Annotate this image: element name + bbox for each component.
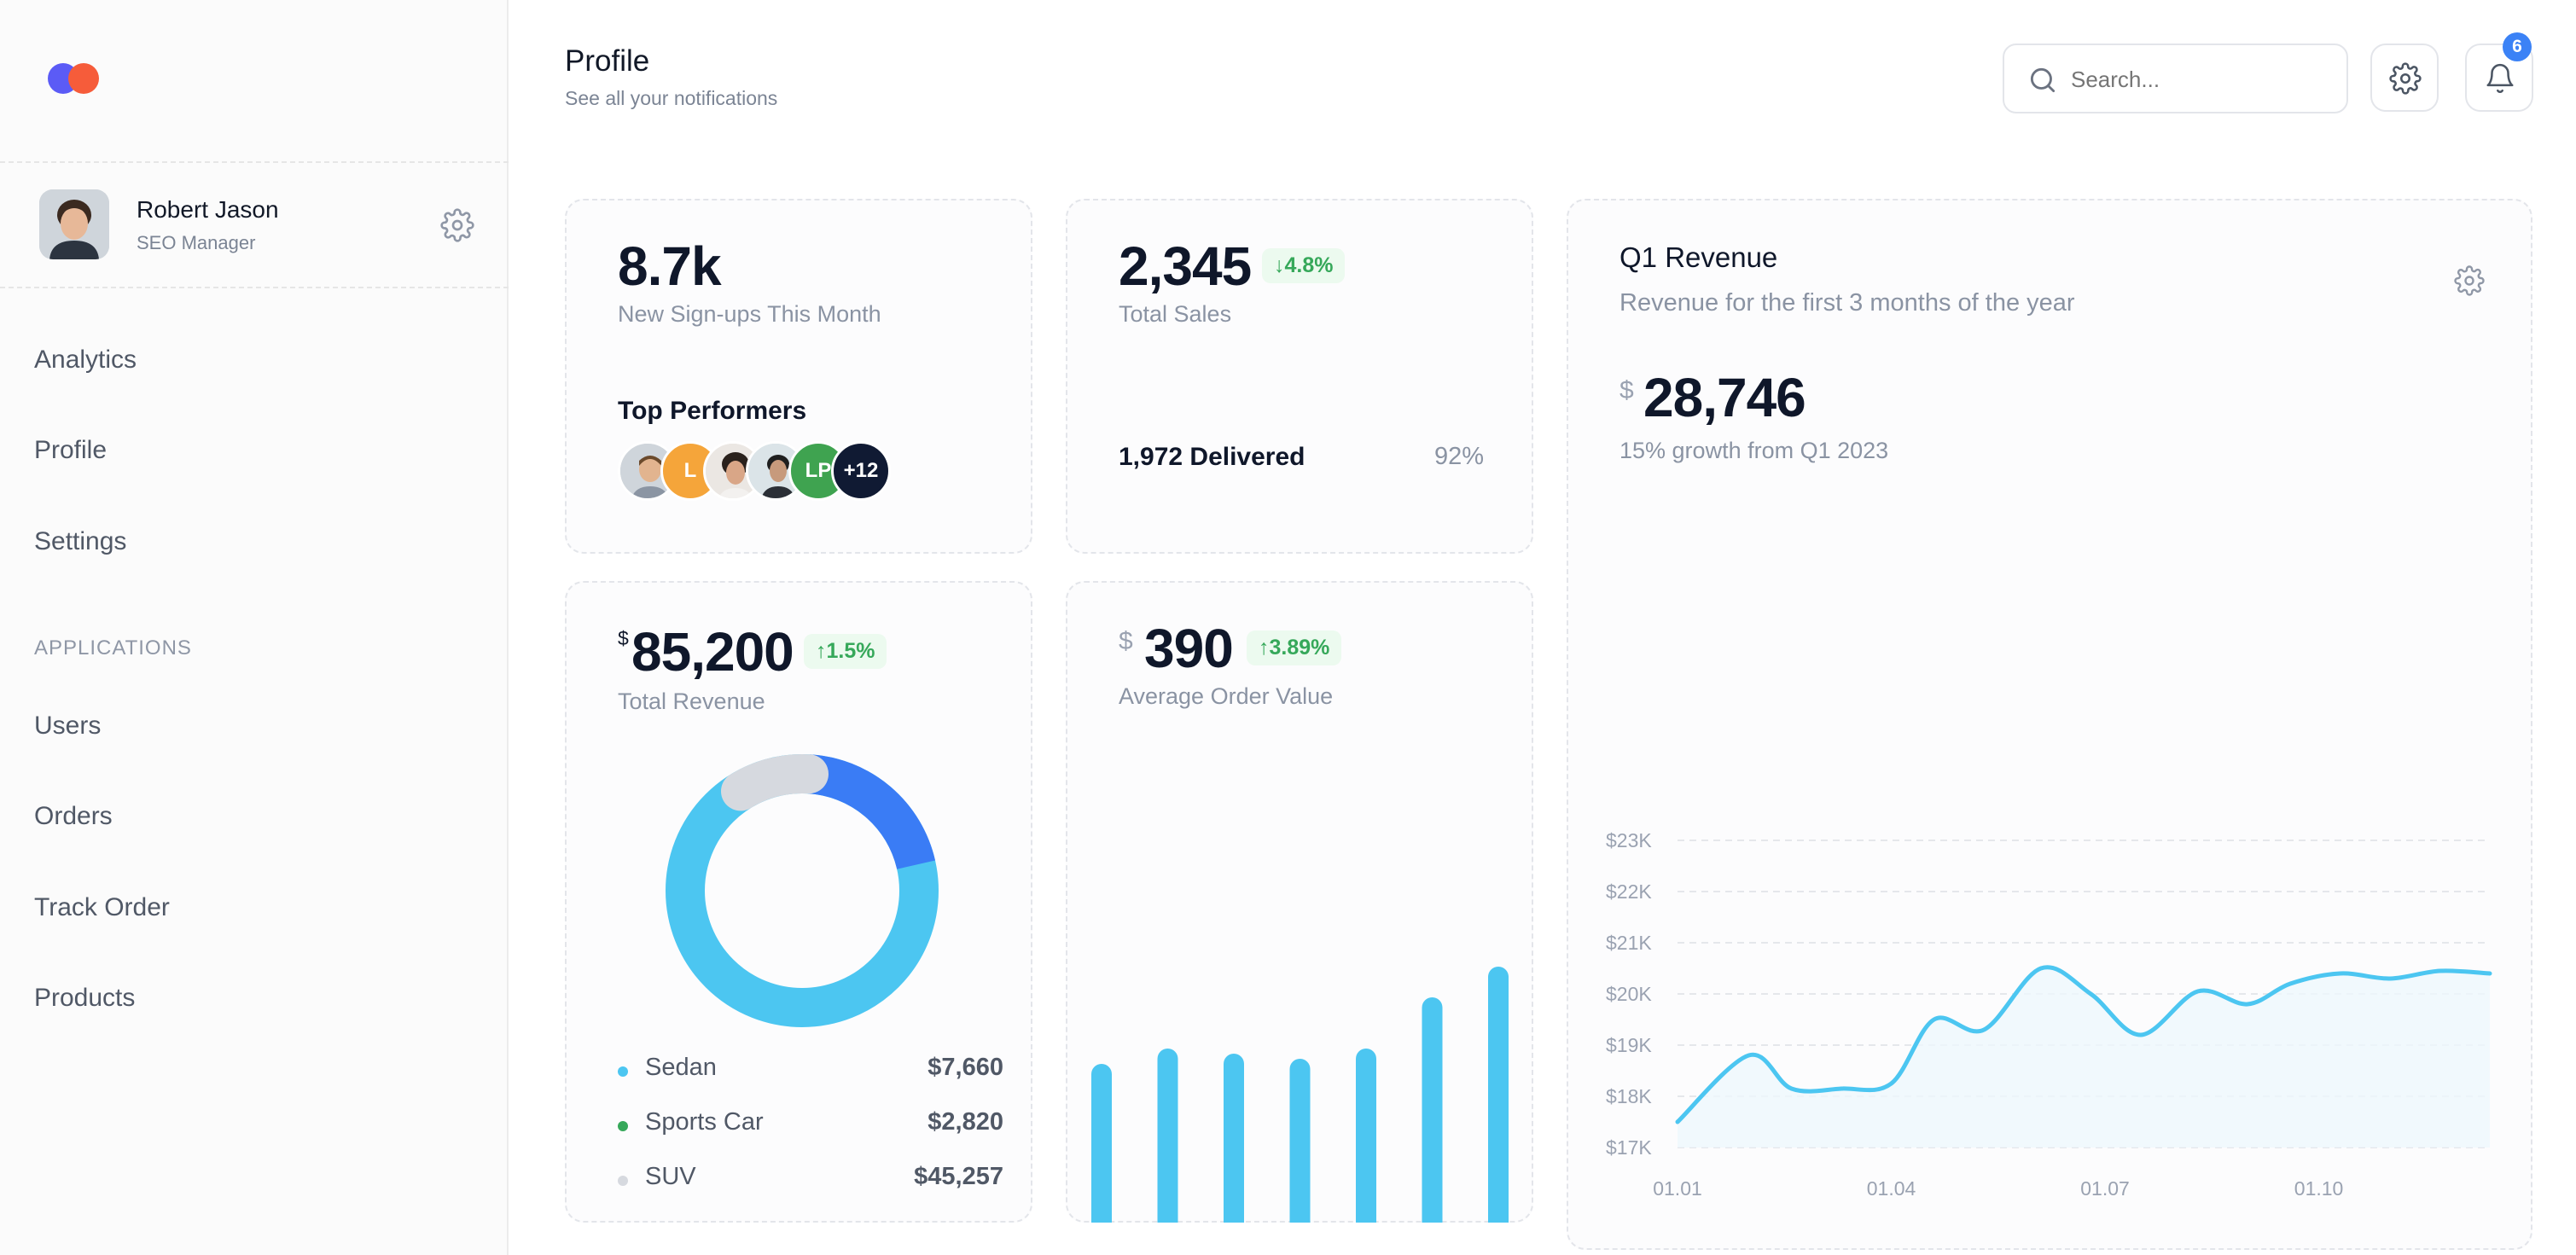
q1-revenue-card: Q1 Revenue Revenue for the first 3 month… — [1567, 199, 2532, 1250]
aov-bar-chart — [1091, 967, 1509, 1223]
legend-dot — [618, 1176, 628, 1186]
legend-name: SUV — [645, 1163, 696, 1190]
arrow-up-icon: ↑ — [1259, 636, 1270, 659]
user-card: Robert Jason SEO Manager — [39, 189, 474, 263]
arrow-up-icon: ↑ — [816, 639, 827, 663]
legend-row-sedan: Sedan $7,660 — [618, 1054, 1003, 1088]
q1-value: 28,746 — [1643, 367, 1806, 428]
legend-value: $45,257 — [914, 1163, 1003, 1190]
legend-row-suv: SUV $45,257 — [618, 1163, 1003, 1197]
nav-item-track-order[interactable]: Track Order — [34, 893, 170, 921]
divider — [0, 161, 509, 163]
legend-dot — [618, 1066, 628, 1077]
total-revenue-card: $ 85,200 ↑1.5% Total Revenue Sedan $7,66… — [565, 581, 1032, 1223]
q1-currency: $ — [1619, 376, 1634, 404]
nav-item-analytics[interactable]: Analytics — [34, 346, 137, 374]
nav-item-profile[interactable]: Profile — [34, 436, 108, 464]
aov-card: $ 390 ↑3.89% Average Order Value — [1066, 581, 1533, 1223]
revenue-change: 1.5% — [826, 639, 875, 663]
settings-button[interactable] — [2370, 44, 2439, 112]
revenue-donut-chart — [666, 753, 939, 1027]
legend-dot — [618, 1121, 628, 1131]
page-subtitle: See all your notifications — [565, 87, 778, 109]
y-tick-label: $22K — [1606, 880, 1652, 903]
search-icon — [2030, 67, 2056, 93]
user-settings-gear-icon[interactable] — [440, 208, 474, 242]
search-input[interactable] — [2071, 61, 2327, 98]
aov-bar — [1422, 997, 1443, 1223]
y-tick-label: $23K — [1606, 829, 1652, 851]
more-performers-badge[interactable]: +12 — [831, 441, 891, 501]
y-tick-label: $17K — [1606, 1136, 1652, 1159]
legend-value: $2,820 — [927, 1108, 1003, 1136]
app-logo[interactable] — [48, 63, 108, 94]
aov-bar — [1157, 1049, 1178, 1223]
search-box[interactable] — [2003, 44, 2348, 113]
delivered-percent: 92% — [1433, 443, 1484, 470]
aov-value: 390 — [1144, 618, 1234, 679]
nav-item-orders[interactable]: Orders — [34, 802, 113, 830]
y-tick-label: $19K — [1606, 1034, 1652, 1056]
top-performers-title: Top Performers — [618, 397, 807, 425]
total-sales-change: 4.8% — [1284, 253, 1334, 277]
revenue-change-badge: ↑1.5% — [804, 634, 887, 669]
aov-bar — [1356, 1049, 1376, 1223]
gear-icon — [2389, 62, 2422, 95]
y-tick-label: $21K — [1606, 932, 1652, 954]
section-title-applications: APPLICATIONS — [34, 636, 192, 659]
divider — [0, 287, 509, 288]
revenue-value: 85,200 — [631, 621, 794, 683]
legend-value: $7,660 — [927, 1054, 1003, 1081]
sidebar: Robert Jason SEO Manager Analytics Profi… — [0, 0, 509, 1255]
legend-name: Sports Car — [645, 1108, 764, 1136]
total-sales-card: 2,345 ↓4.8% Total Sales 1,972 Delivered … — [1066, 199, 1533, 595]
nav-item-settings[interactable]: Settings — [34, 527, 127, 555]
user-role: SEO Manager — [137, 232, 256, 253]
bell-icon — [2486, 63, 2514, 93]
aov-bar — [1091, 1064, 1112, 1223]
total-sales-label: Total Sales — [1119, 301, 1232, 327]
legend-row-sports-car: Sports Car $2,820 — [618, 1108, 1003, 1142]
q1-growth: 15% growth from Q1 2023 — [1619, 438, 1889, 463]
donut-segment-suv — [721, 753, 829, 811]
donut-segment-blue — [807, 754, 936, 870]
total-sales-change-badge: ↓4.8% — [1262, 248, 1346, 283]
total-sales-value: 2,345 — [1119, 235, 1252, 297]
x-tick-label: 01.07 — [2080, 1177, 2130, 1200]
notification-count-badge: 6 — [2503, 32, 2532, 61]
revenue-currency: $ — [618, 627, 629, 649]
aov-bar — [1289, 1059, 1311, 1223]
avatar[interactable] — [39, 189, 109, 259]
delivered-count: 1,972 Delivered — [1119, 443, 1305, 471]
x-tick-label: 01.04 — [1867, 1177, 1916, 1200]
aov-bar — [1224, 1054, 1244, 1223]
signups-label: New Sign-ups This Month — [618, 301, 881, 327]
area-fill — [1678, 967, 2490, 1148]
legend-name: Sedan — [645, 1054, 717, 1081]
q1-subtitle: Revenue for the first 3 months of the ye… — [1619, 289, 2075, 317]
nav-item-products[interactable]: Products — [34, 984, 136, 1012]
performer-avatar[interactable] — [618, 441, 677, 501]
x-tick-label: 01.01 — [1653, 1177, 1702, 1200]
x-tick-label: 01.10 — [2294, 1177, 2344, 1200]
revenue-series-line — [1675, 965, 2492, 1124]
user-name: Robert Jason — [137, 196, 279, 223]
aov-currency: $ — [1119, 627, 1133, 655]
arrow-down-icon: ↓ — [1274, 253, 1285, 277]
nav-item-users[interactable]: Users — [34, 712, 102, 740]
aov-bar — [1488, 967, 1509, 1223]
signups-value: 8.7k — [618, 235, 722, 297]
aov-change: 3.89% — [1269, 636, 1330, 659]
revenue-label: Total Revenue — [618, 689, 765, 714]
notifications-button[interactable] — [2465, 44, 2533, 112]
aov-label: Average Order Value — [1119, 683, 1334, 709]
q1-title: Q1 Revenue — [1619, 241, 1778, 273]
page-title: Profile — [565, 44, 650, 78]
y-tick-label: $18K — [1606, 1085, 1652, 1107]
q1-settings-gear-icon[interactable] — [2454, 265, 2485, 296]
signups-card: 8.7k New Sign-ups This Month Top Perform… — [565, 199, 1032, 554]
y-tick-label: $20K — [1606, 983, 1652, 1005]
aov-change-badge: ↑3.89% — [1247, 630, 1342, 665]
